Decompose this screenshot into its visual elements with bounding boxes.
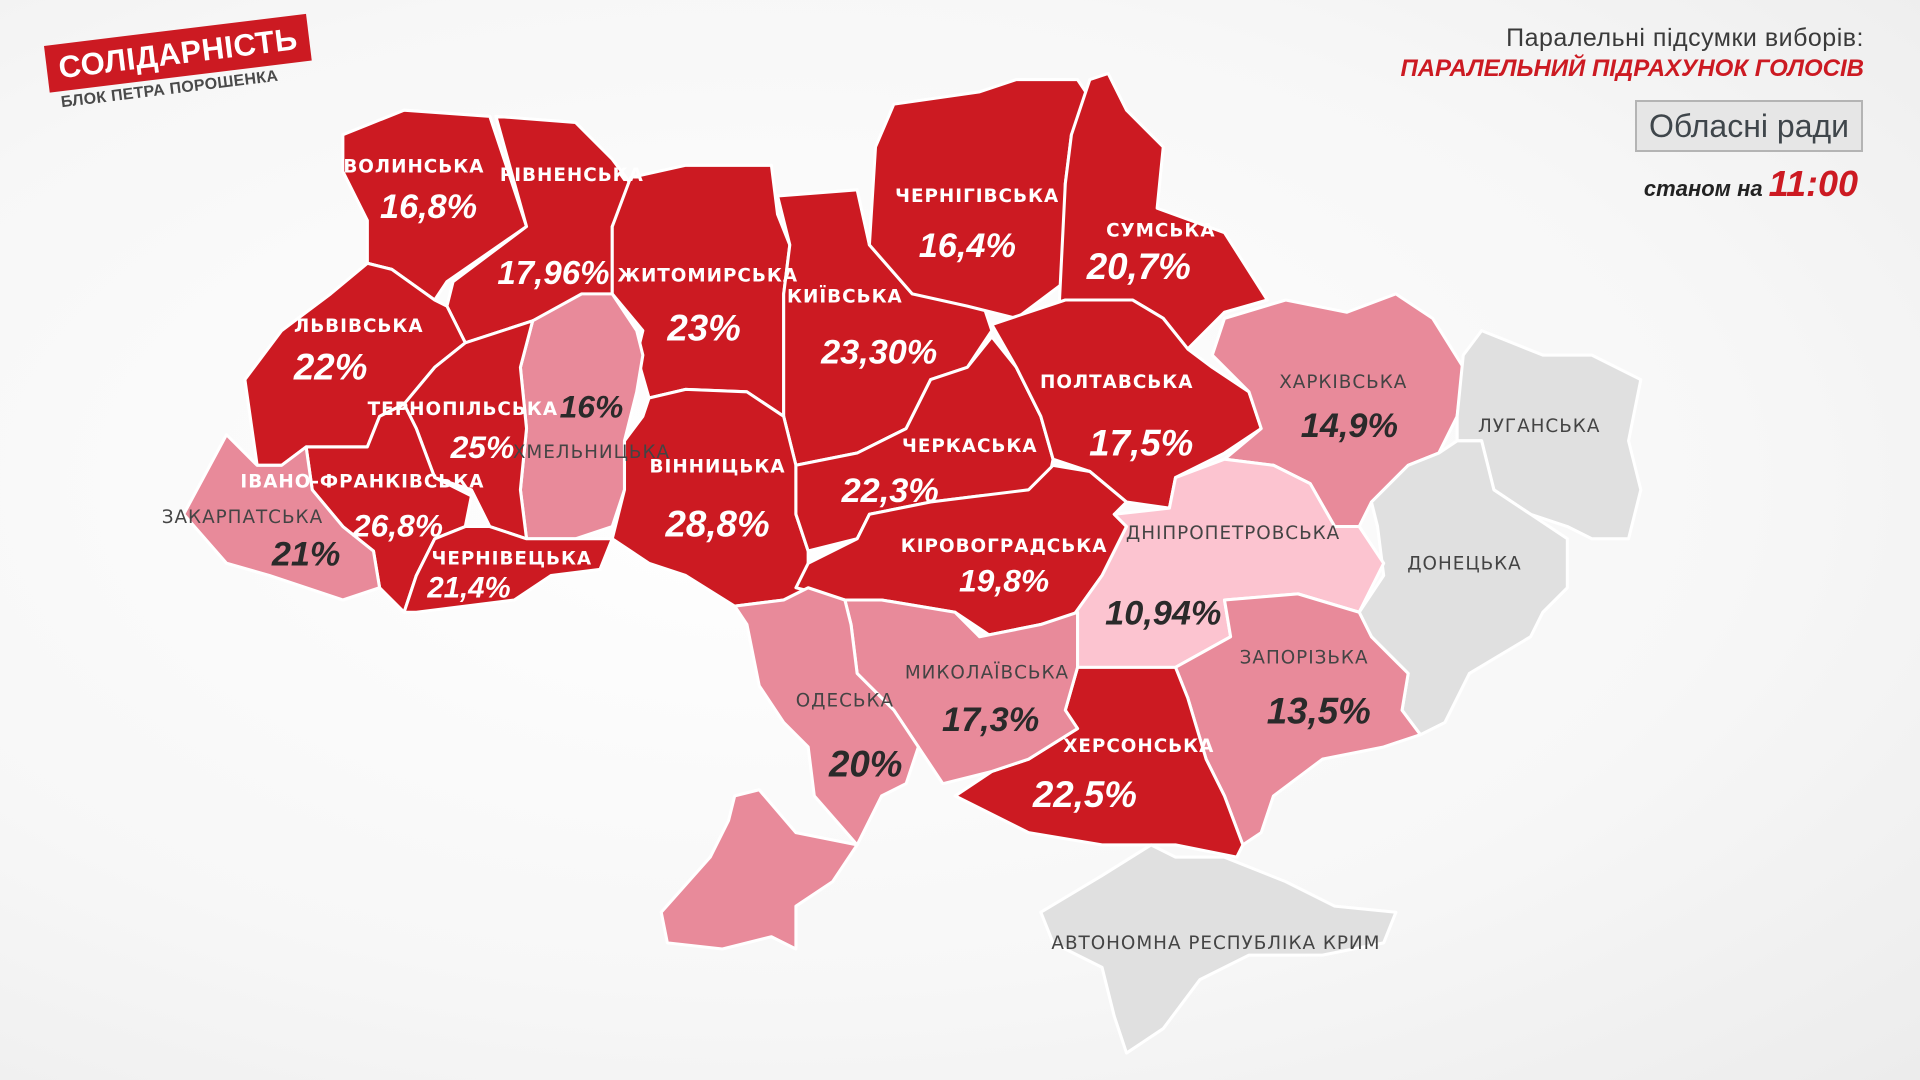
region-value: 17,96% bbox=[497, 255, 609, 292]
region-value: 10,94% bbox=[1105, 594, 1221, 632]
region-value: 21,4% bbox=[426, 572, 510, 605]
region-name: ЗАПОРІЗЬКА bbox=[1240, 648, 1369, 669]
region-name: ЧЕРНІГІВСЬКА bbox=[895, 186, 1059, 207]
region-value: 17,5% bbox=[1089, 423, 1193, 464]
region-name: ЗАКАРПАТСЬКА bbox=[162, 507, 323, 528]
region-sumy[interactable] bbox=[1057, 71, 1269, 351]
region-name: ЧЕРНІВЕЦЬКА bbox=[432, 548, 593, 569]
region-value: 21% bbox=[271, 536, 341, 574]
region-poltava[interactable] bbox=[990, 298, 1263, 510]
region-value: 22,3% bbox=[841, 472, 939, 510]
region-value: 22% bbox=[293, 347, 368, 388]
region-shape[interactable] bbox=[1039, 843, 1398, 1055]
region-value: 16,8% bbox=[380, 188, 477, 226]
region-value: 22,5% bbox=[1032, 774, 1137, 815]
region-name: МИКОЛАЇВСЬКА bbox=[905, 662, 1069, 683]
region-chernivtsi[interactable] bbox=[402, 525, 614, 614]
region-name: ЧЕРКАСЬКА bbox=[902, 436, 1038, 457]
region-value: 17,3% bbox=[942, 701, 1039, 739]
region-value: 26,8% bbox=[352, 507, 443, 543]
region-name: КІРОВОГРАДСЬКА bbox=[901, 536, 1108, 557]
region-name: ХМЕЛЬНИЦЬКА bbox=[513, 442, 670, 463]
region-value: 28,8% bbox=[664, 503, 769, 544]
region-value: 14,9% bbox=[1301, 407, 1398, 445]
region-zakarpattia[interactable] bbox=[182, 433, 382, 602]
region-name: ІВАНО-ФРАНКІВСЬКА bbox=[240, 471, 484, 492]
region-shape[interactable] bbox=[182, 433, 382, 602]
region-name: ВОЛИНСЬКА bbox=[343, 157, 484, 178]
region-shape[interactable] bbox=[1057, 71, 1269, 351]
header-title: Паралельні підсумки виборів: bbox=[1506, 24, 1864, 52]
region-shape[interactable] bbox=[402, 525, 614, 614]
region-name: ЛЬВІВСЬКА bbox=[294, 316, 424, 337]
region-shape[interactable] bbox=[659, 788, 859, 951]
region-value: 16,4% bbox=[919, 227, 1016, 265]
region-name: ДОНЕЦЬКА bbox=[1407, 553, 1521, 574]
region-value: 19,8% bbox=[959, 562, 1049, 598]
as-of-label: станом на bbox=[1643, 176, 1763, 201]
region-vinnytsia[interactable] bbox=[610, 387, 810, 608]
region-odesa[interactable] bbox=[659, 586, 920, 951]
region-value: 25% bbox=[450, 429, 515, 465]
council-button[interactable]: Обласні ради bbox=[1635, 100, 1863, 152]
as-of-time: станом на 11:00 bbox=[1644, 163, 1858, 205]
region-name: ЖИТОМИРСЬКА bbox=[617, 266, 798, 287]
region-name: ДНІПРОПЕТРОВСЬКА bbox=[1126, 523, 1340, 544]
region-value: 13,5% bbox=[1267, 691, 1371, 732]
region-shape[interactable] bbox=[733, 586, 920, 847]
region-shape[interactable] bbox=[990, 298, 1263, 510]
header: Паралельні підсумки виборів: ПАРАЛЕЛЬНИЙ… bbox=[1400, 24, 1864, 83]
region-value: 23,30% bbox=[820, 334, 937, 372]
region-value: 20,7% bbox=[1086, 246, 1191, 287]
region-name: КИЇВСЬКА bbox=[787, 285, 903, 307]
region-name: ТЕРНОПІЛЬСЬКА bbox=[368, 399, 558, 420]
region-crimea[interactable] bbox=[1039, 843, 1398, 1055]
region-value: 16% bbox=[560, 389, 624, 425]
region-name: ОДЕСЬКА bbox=[796, 691, 894, 712]
region-name: ХЕРСОНСЬКА bbox=[1063, 736, 1214, 757]
as-of-time-value: 11:00 bbox=[1768, 163, 1858, 204]
header-subtitle: ПАРАЛЕЛЬНИЙ ПІДРАХУНОК ГОЛОСІВ bbox=[1400, 55, 1864, 82]
region-name: СУМСЬКА bbox=[1106, 220, 1215, 241]
region-name: ХАРКІВСЬКА bbox=[1279, 372, 1407, 393]
region-value: 20% bbox=[828, 743, 903, 784]
region-name: ВІННИЦЬКА bbox=[650, 457, 786, 478]
region-name: РІВНЕНСЬКА bbox=[500, 165, 644, 186]
region-name: ЛУГАНСЬКА bbox=[1478, 416, 1600, 437]
region-name: АВТОНОМНА РЕСПУБЛІКА КРИМ bbox=[1051, 933, 1380, 954]
region-value: 23% bbox=[666, 307, 741, 348]
region-shape[interactable] bbox=[610, 387, 810, 608]
region-name: ПОЛТАВСЬКА bbox=[1040, 372, 1193, 393]
